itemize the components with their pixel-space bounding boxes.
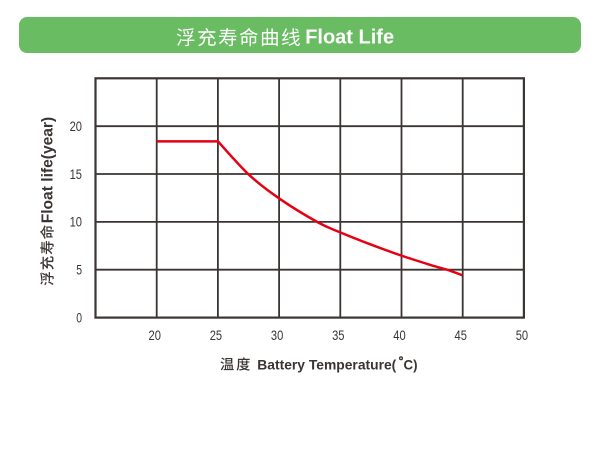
svg-text:20: 20 (149, 327, 162, 343)
svg-text:Float life(year): Float life(year) (40, 117, 57, 224)
svg-text:Float Life: Float Life (305, 26, 394, 48)
svg-text:0: 0 (76, 309, 82, 325)
svg-text:20: 20 (70, 118, 83, 134)
svg-text:Battery Temperature(: Battery Temperature( (257, 357, 396, 373)
svg-text:35: 35 (332, 327, 345, 343)
svg-text:C): C) (404, 357, 418, 373)
svg-text:45: 45 (455, 327, 468, 343)
svg-text:30: 30 (271, 327, 284, 343)
svg-text:15: 15 (70, 166, 83, 182)
svg-text:40: 40 (393, 327, 406, 343)
svg-text:10: 10 (70, 214, 83, 230)
svg-text:5: 5 (76, 262, 82, 278)
svg-text:50: 50 (516, 327, 529, 343)
svg-text:25: 25 (210, 327, 223, 343)
